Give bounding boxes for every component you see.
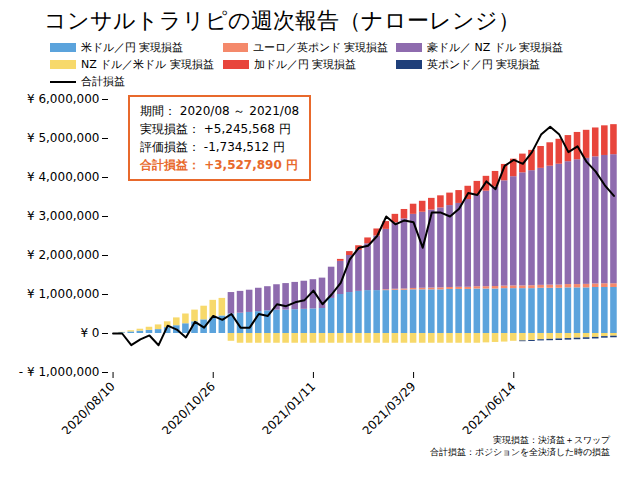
svg-text:2020/10/26: 2020/10/26 (159, 379, 218, 434)
html-text:コンサルトラリピの週次報告（ナローレンジ）: コンサルトラリピの週次報告（ナローレンジ） (44, 8, 520, 33)
html-text:加ドル／円 実現損益: 加ドル／円 実現損益 (254, 58, 357, 71)
html-text:ユーロ／英ポンド 実現損益: ユーロ／英ポンド 実現損益 (252, 41, 388, 54)
svg-text:2021/01/11: 2021/01/11 (259, 379, 318, 434)
html-text:英ポンド／円 実現損益: 英ポンド／円 実現損益 (427, 58, 541, 71)
svg-text:2021/03/29: 2021/03/29 (360, 379, 419, 434)
html-text:米ドル／円 実現損益: 米ドル／円 実現損益 (81, 41, 184, 54)
svg-text:2021/06/14: 2021/06/14 (460, 379, 519, 434)
html-text:実現損益： +5,245,568 円: 実現損益： +5,245,568 円 (140, 122, 291, 136)
html-text:期間： 2020/08 ～ 2021/08: 期間： 2020/08 ～ 2021/08 (140, 104, 300, 118)
html-text:NZ ドル／米ドル 実現損益: NZ ドル／米ドル 実現損益 (81, 58, 214, 71)
html-text:合計損益：ポジションを全決済した時の損益: 合計損益：ポジションを全決済した時の損益 (430, 447, 610, 457)
svg-text:¥ 0: ¥ 0 (80, 326, 99, 340)
svg-text:¥ 1,000,000: ¥ 1,000,000 (27, 287, 100, 301)
html-text:豪ドル／ NZ ドル 実現損益: 豪ドル／ NZ ドル 実現損益 (427, 41, 564, 54)
html-text:合計損益： +3,527,890 円: 合計損益： +3,527,890 円 (140, 158, 298, 172)
svg-text:¥ 5,000,000: ¥ 5,000,000 (27, 131, 100, 145)
svg-text:¥ 2,000,000: ¥ 2,000,000 (27, 248, 100, 262)
html-text:合計損益: 合計損益 (81, 75, 125, 88)
svg-text:2020/08/10: 2020/08/10 (59, 379, 118, 434)
html-text:評価損益： -1,734,512 円: 評価損益： -1,734,512 円 (140, 140, 285, 154)
html-text:実現損益：決済益＋スワップ: 実現損益：決済益＋スワップ (493, 435, 610, 445)
svg-text:¥ 3,000,000: ¥ 3,000,000 (27, 209, 100, 223)
svg-text:¥ 6,000,000: ¥ 6,000,000 (27, 92, 100, 106)
svg-text:¥ 4,000,000: ¥ 4,000,000 (27, 170, 100, 184)
svg-text:- ¥ 1,000,000: - ¥ 1,000,000 (19, 365, 100, 379)
